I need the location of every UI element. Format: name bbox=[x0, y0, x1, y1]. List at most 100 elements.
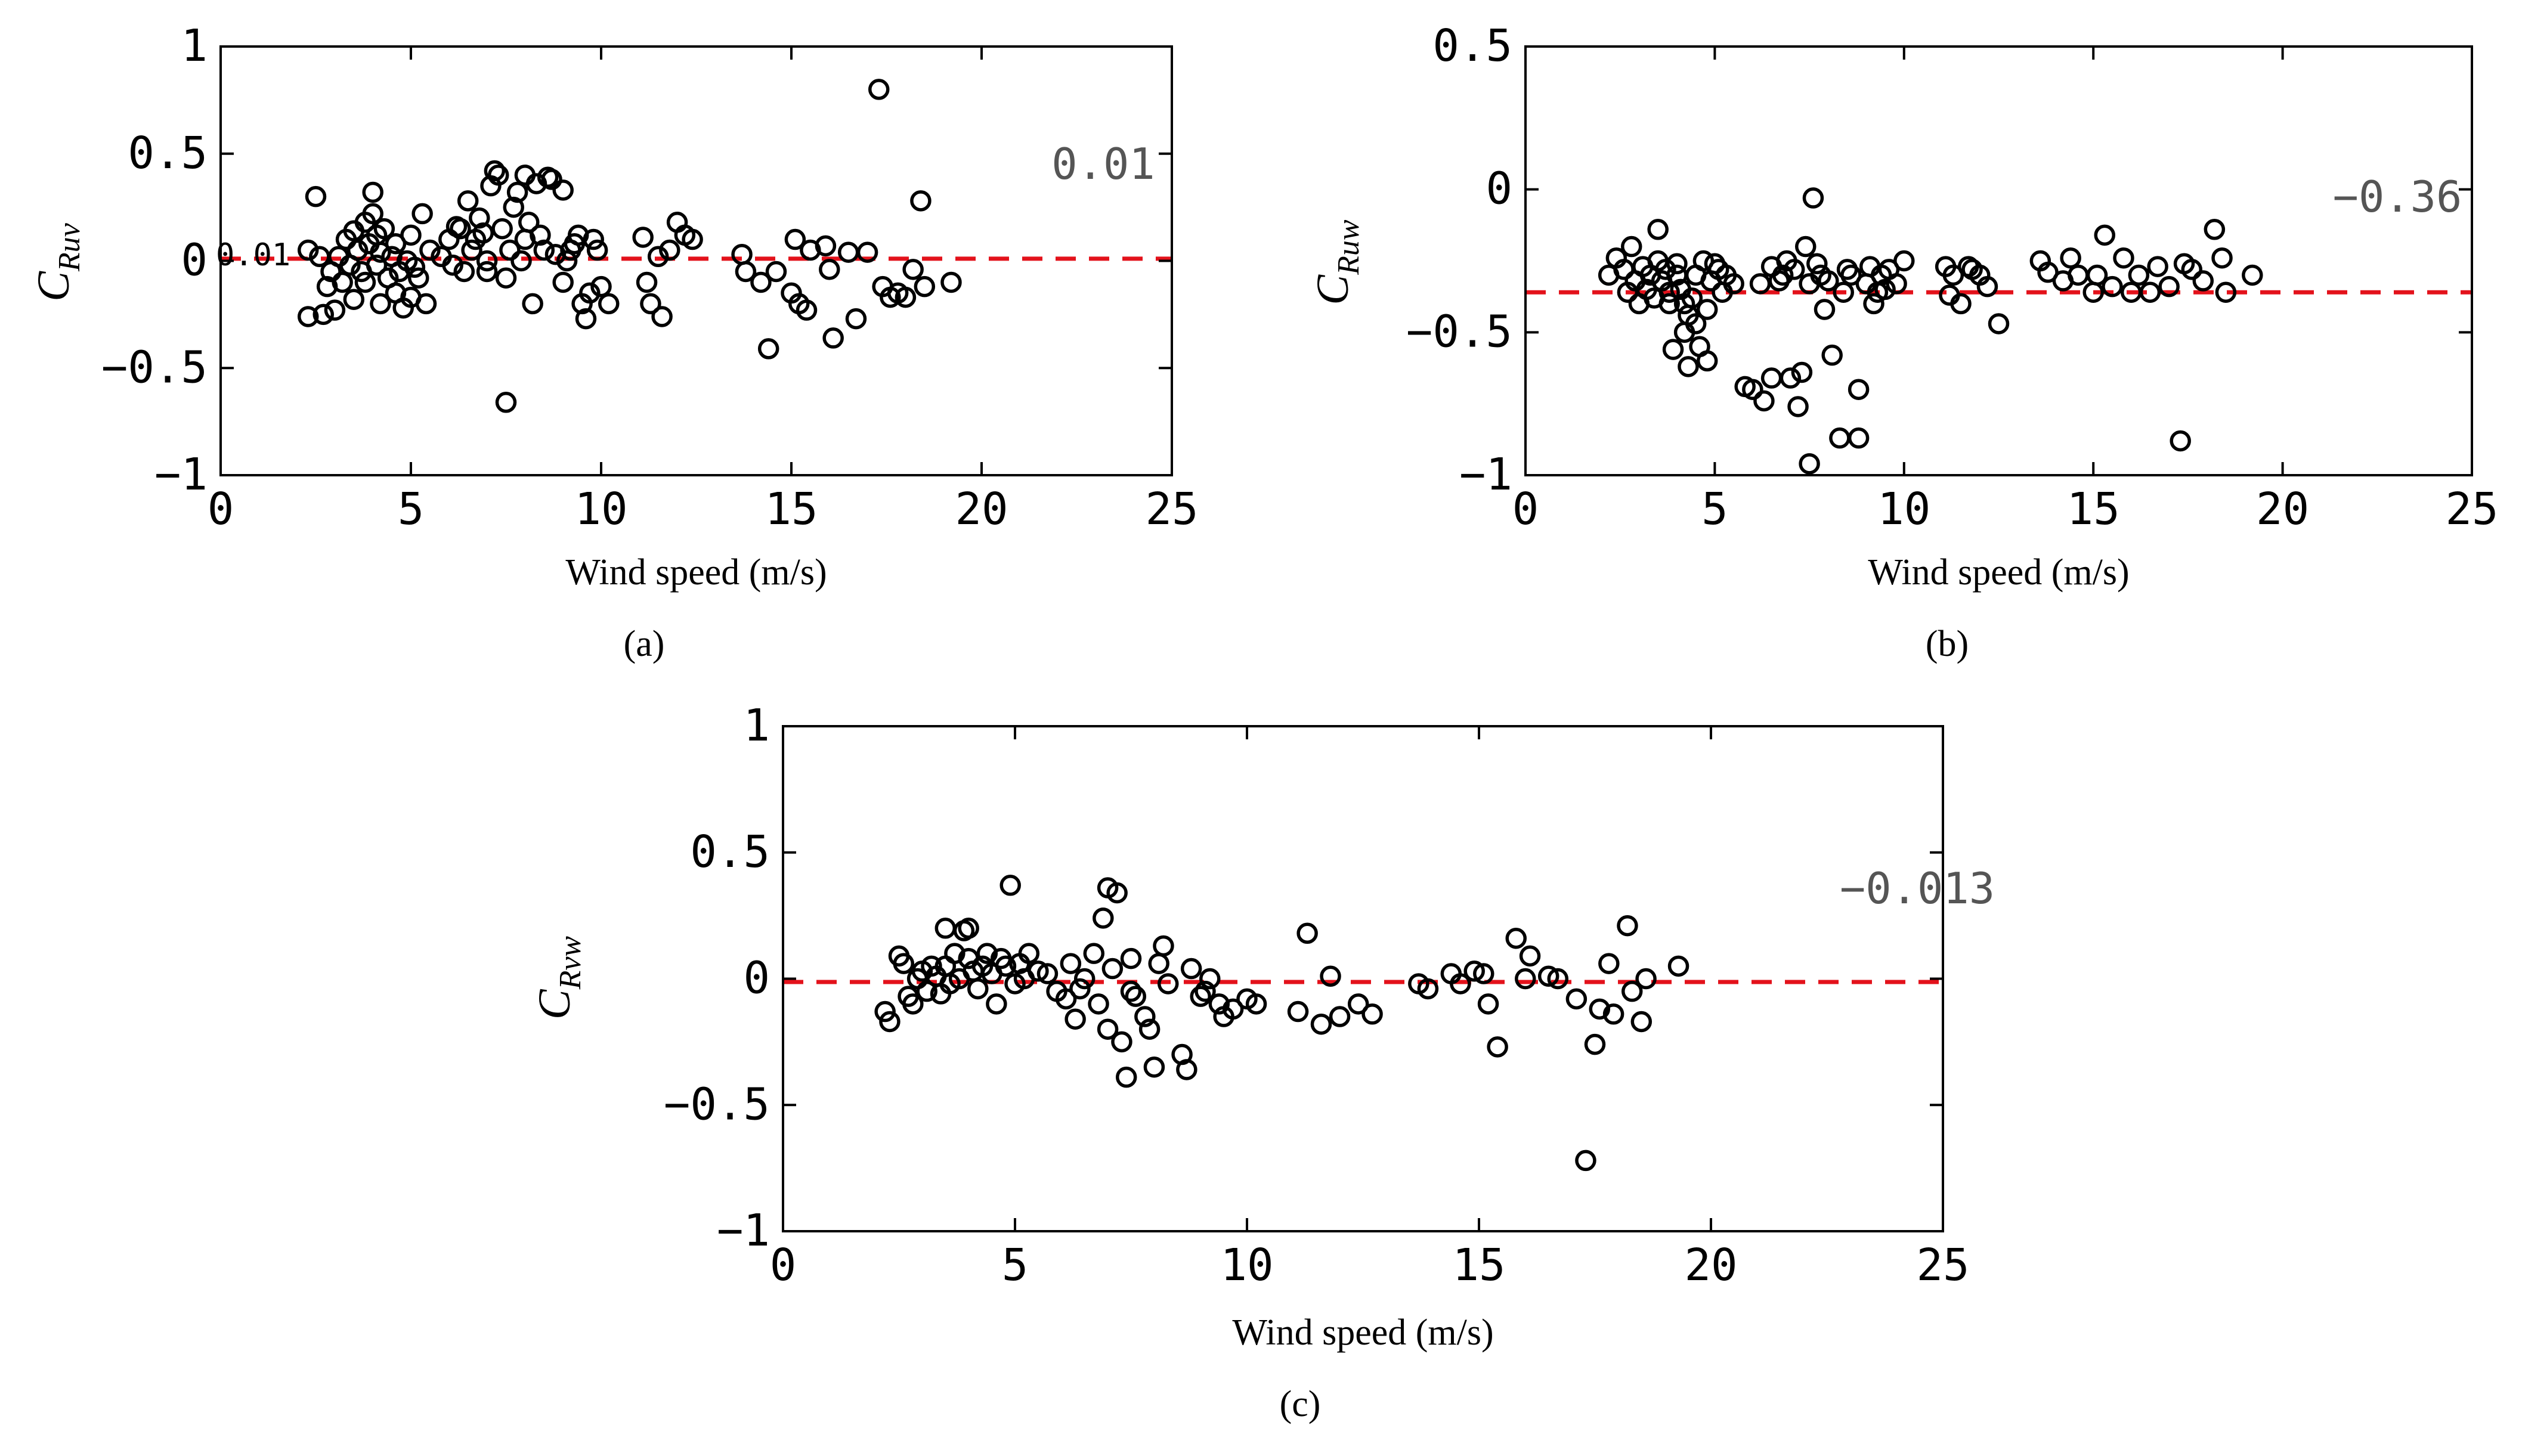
scatter-point bbox=[453, 261, 475, 283]
scatter-point bbox=[1329, 1006, 1351, 1027]
y-axis-title-main: C bbox=[29, 271, 79, 302]
scatter-point bbox=[1477, 993, 1499, 1015]
scatter-point bbox=[934, 918, 957, 939]
scatter-point bbox=[986, 993, 1007, 1015]
scatter-point bbox=[757, 338, 779, 360]
scatter-point bbox=[750, 271, 772, 293]
scatter-point bbox=[1287, 1000, 1309, 1023]
scatter-point bbox=[2128, 264, 2150, 286]
scatter-point bbox=[484, 160, 506, 182]
scatter-point bbox=[659, 239, 680, 261]
scatter-point bbox=[1199, 968, 1221, 990]
scatter-point bbox=[1742, 379, 1763, 400]
scatter-point bbox=[297, 239, 319, 261]
y-axis-title-sub: Ruw bbox=[1332, 219, 1366, 275]
scatter-point bbox=[1780, 367, 1802, 389]
scatter-point bbox=[640, 293, 661, 315]
x-tick-label: 25 bbox=[1145, 484, 1198, 535]
scatter-point bbox=[651, 306, 673, 327]
scatter-point bbox=[1153, 935, 1174, 957]
y-tick-label: −0.5 bbox=[1406, 306, 1512, 357]
x-tick-label: 0 bbox=[770, 1240, 797, 1291]
scatter-point bbox=[1138, 1018, 1161, 1040]
scatter-point bbox=[1180, 958, 1202, 980]
scatter-point bbox=[893, 953, 915, 974]
x-tick-label: 15 bbox=[765, 484, 818, 535]
scatter-point bbox=[1635, 968, 1657, 990]
scatter-point bbox=[552, 271, 574, 293]
scatter-point bbox=[2211, 247, 2233, 269]
scatter-point bbox=[370, 241, 391, 263]
scatter-point bbox=[2215, 281, 2237, 303]
scatter-point bbox=[1088, 993, 1109, 1015]
scatter-point bbox=[944, 943, 966, 964]
x-tick-label: 20 bbox=[1684, 1240, 1737, 1291]
scatter-point bbox=[373, 218, 395, 240]
scatter-point bbox=[1696, 350, 1718, 372]
scatter-point bbox=[1814, 299, 1836, 320]
x-tick-label: 0 bbox=[1512, 484, 1539, 535]
scatter-point bbox=[735, 261, 757, 283]
scatter-point bbox=[1036, 963, 1059, 984]
scatter-point bbox=[995, 955, 1017, 977]
scatter-point bbox=[731, 243, 753, 265]
y-tick-label: 0.5 bbox=[128, 128, 208, 179]
plot-frame bbox=[219, 45, 1173, 476]
scatter-point bbox=[1310, 1013, 1332, 1035]
scatter-point bbox=[506, 181, 528, 203]
scatter-point bbox=[499, 239, 521, 261]
scatter-point bbox=[2242, 264, 2263, 286]
scatter-point bbox=[579, 282, 601, 304]
scatter-point bbox=[910, 190, 932, 212]
scatter-point bbox=[1874, 278, 1896, 301]
y-axis-title: CRuv bbox=[29, 222, 86, 301]
scatter-point bbox=[1806, 253, 1828, 275]
scatter-point bbox=[1565, 988, 1588, 1010]
y-tick-label: 1 bbox=[181, 20, 208, 72]
scatter-point bbox=[346, 239, 369, 261]
scatter-point bbox=[879, 1011, 901, 1033]
panel-c: 0 5 10 15 20 25 −1 −0.5 0 0.5 1 Wind speed (m/s) CRv… bbox=[530, 700, 1995, 1424]
scatter-point bbox=[503, 196, 525, 218]
scatter-point bbox=[2113, 247, 2134, 269]
scatter-point bbox=[967, 978, 989, 1000]
scatter-point bbox=[1749, 273, 1771, 295]
scatter-point bbox=[1361, 1003, 1383, 1025]
scatter-point bbox=[682, 228, 703, 250]
scatter-point bbox=[819, 259, 840, 280]
y-tick-label: 0.5 bbox=[690, 826, 770, 878]
scatter-point bbox=[400, 224, 422, 246]
scatter-point bbox=[1148, 953, 1169, 974]
scatter-point bbox=[837, 241, 859, 263]
scatter-point bbox=[1463, 961, 1485, 982]
scatter-point bbox=[1681, 287, 1703, 309]
scatter-point bbox=[362, 203, 383, 225]
scatter-point bbox=[1799, 453, 1820, 475]
scatter-point bbox=[1723, 273, 1744, 295]
scatter-point bbox=[457, 190, 479, 212]
scatter-point bbox=[533, 239, 555, 261]
y-tick-label: −1 bbox=[717, 1205, 770, 1256]
scatter-point bbox=[2181, 259, 2202, 280]
scatter-point bbox=[796, 299, 818, 321]
scatter-point bbox=[1658, 293, 1680, 315]
scatter-point bbox=[1487, 1036, 1508, 1058]
scatter-point bbox=[1575, 1150, 1596, 1172]
x-tick-label: 5 bbox=[1701, 484, 1728, 535]
scatter-point bbox=[1450, 973, 1471, 995]
scatter-point bbox=[1893, 250, 1915, 272]
scatter-point bbox=[1115, 1066, 1137, 1088]
scatter-point bbox=[1093, 907, 1114, 929]
scatter-point bbox=[1584, 1033, 1606, 1055]
scatter-point bbox=[583, 228, 604, 250]
scatter-point bbox=[914, 275, 936, 298]
y-tick-label: 0.5 bbox=[1432, 20, 1512, 72]
panel-b: 0 5 10 15 20 25 −1 −0.5 0 0.5 Wind speed (m/s) CRuw… bbox=[1308, 20, 2499, 664]
scatter-point bbox=[2060, 247, 2081, 269]
scatter-point bbox=[2158, 275, 2180, 298]
scatter-point bbox=[2204, 219, 2226, 240]
scatter-point bbox=[472, 222, 494, 244]
scatter-point bbox=[297, 306, 319, 327]
scatter-point bbox=[408, 267, 429, 289]
